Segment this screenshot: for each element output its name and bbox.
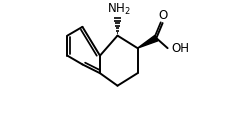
- Text: OH: OH: [171, 42, 188, 55]
- Text: O: O: [158, 10, 167, 23]
- Text: NH$_2$: NH$_2$: [106, 2, 130, 17]
- Polygon shape: [137, 35, 157, 48]
